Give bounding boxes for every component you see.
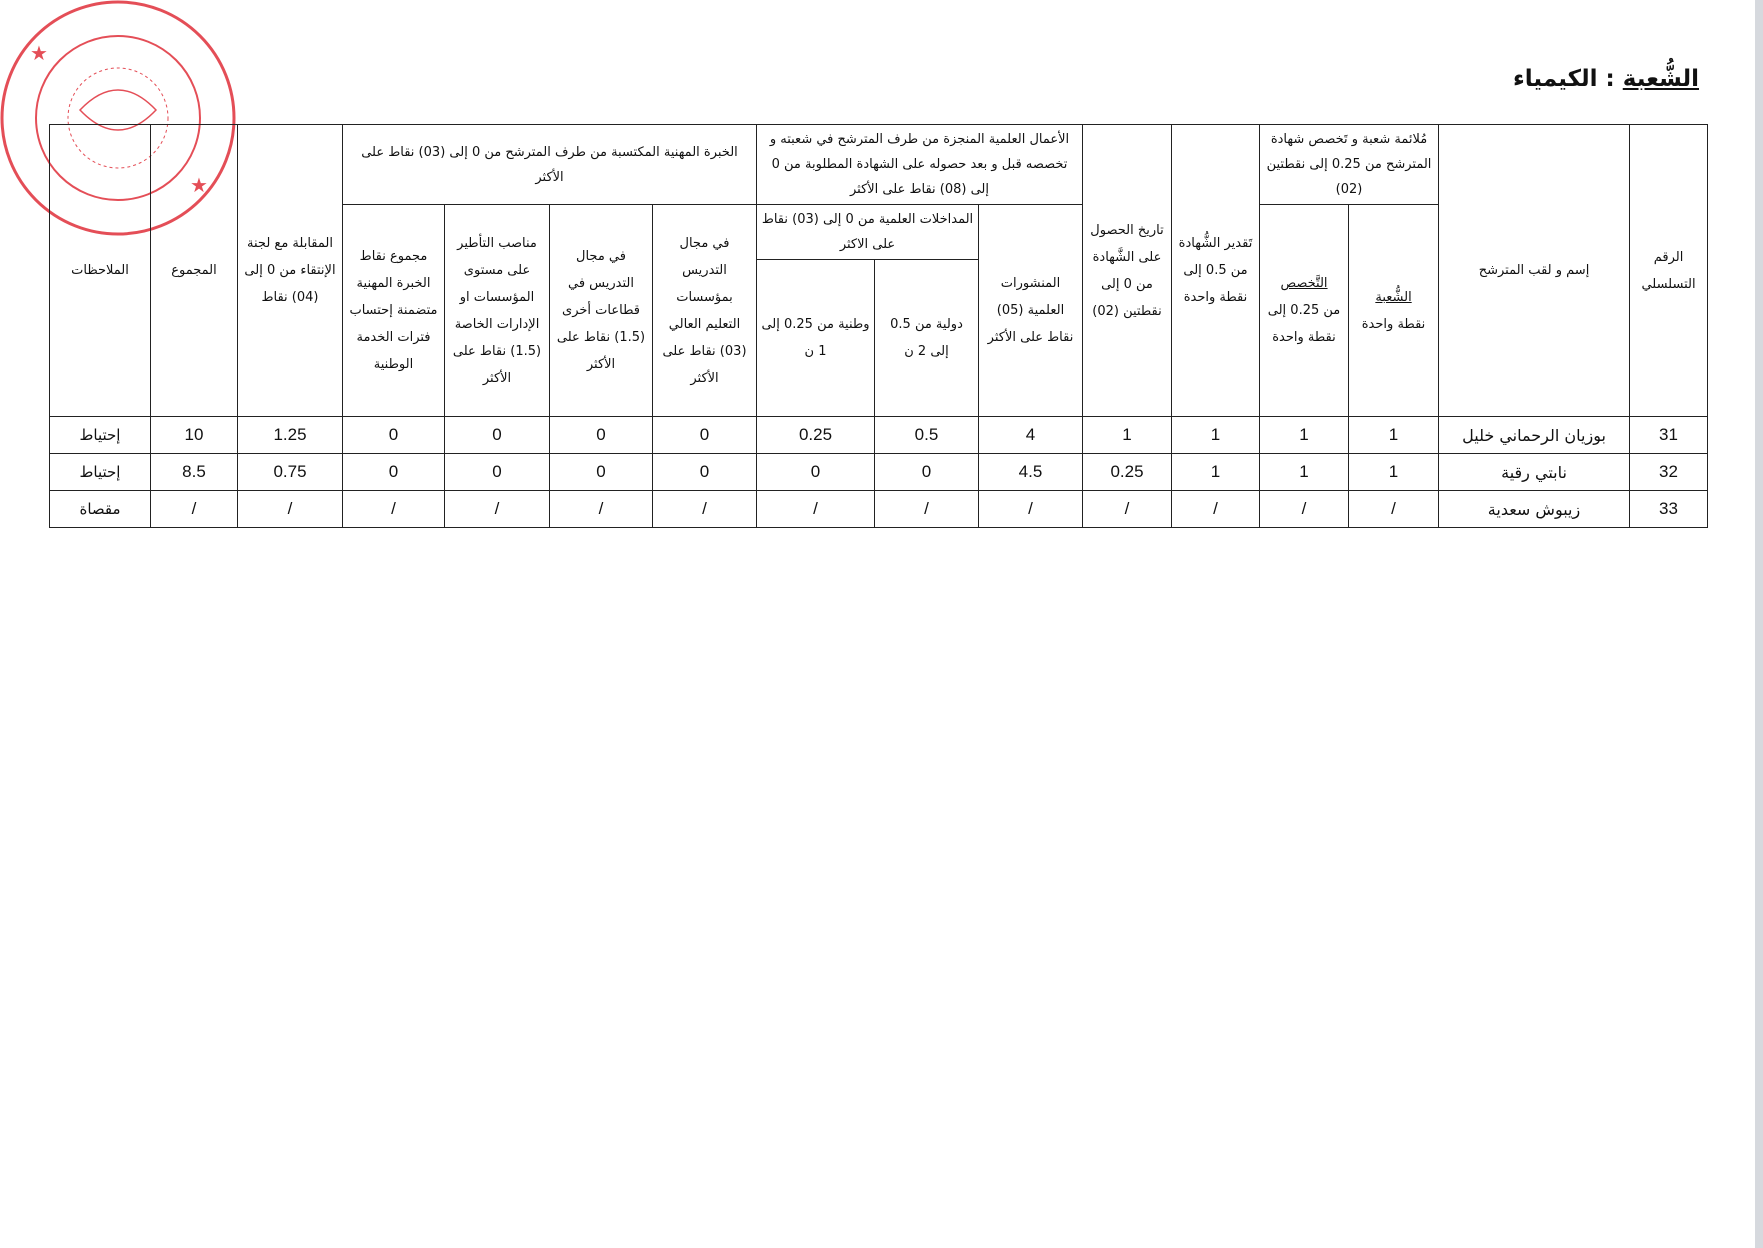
cell-total: 8.5 [150,453,238,491]
cell-national: 0.25 [756,416,875,454]
header-experience-group: الخبرة المهنية المكتسبة من طرف المترشح م… [342,124,757,205]
table-row: 32 نابتي رقية 1 1 1 0.25 4.5 0 0 0 0 0 0 0.75 8.5 إحتيا… [49,453,1709,491]
header-exp-higher-ed: في مجال التدريس بمؤسسات التعليم العالي (… [652,204,757,417]
header-name: إسم و لقب المترشح [1438,124,1631,417]
title-value: الكيمياء [1513,66,1598,92]
candidates-table: الرقم التسلسلي إسم و لقب المترشح مُلائمة… [49,124,1709,528]
fit-branch-title: الشُّعبة [1375,289,1412,305]
cell-name: بوزيان الرحماني خليل [1438,416,1631,454]
cell-exp-other: 0 [549,453,653,491]
cell-exp-management: 0 [444,416,550,454]
cell-national: 0 [756,453,875,491]
cell-notes: مقصاة [49,490,151,528]
cell-interview: 1.25 [237,416,343,454]
cell-notes: إحتياط [49,453,151,491]
header-exp-other: في مجال التدريس في قطاعات أخرى (1.5) نقا… [549,204,653,417]
scrollbar[interactable] [1755,0,1763,1248]
cell-fit-branch: / [1348,490,1440,528]
title-separator: : [1597,66,1623,92]
cell-date: / [1082,490,1172,528]
header-serial: الرقم التسلسلي [1629,124,1709,417]
header-fit-branch: الشُّعبة نقطة واحدة [1348,204,1440,417]
cell-total: 10 [150,416,238,454]
header-interview: المقابلة مع لجنة الإنتقاء من 0 إلى (04) … [237,124,343,417]
title-label: الشُّعبة [1622,66,1699,92]
header-fit-spec: التَّخصص من 0.25 إلى نقطة واحدة [1258,204,1350,417]
header-date: تاريخ الحصول على الشَّهادة من 0 إلى نقطت… [1082,124,1172,417]
cell-fit-branch: 1 [1348,453,1440,491]
cell-exp-other: / [549,490,653,528]
cell-fit-spec: 1 [1258,416,1350,454]
cell-exp-higher-ed: 0 [652,416,757,454]
cell-serial: 32 [1629,453,1709,491]
cell-exp-management: / [444,490,550,528]
cell-fit-spec: / [1258,490,1350,528]
cell-publications: 4 [978,416,1083,454]
cell-exp-higher-ed: / [652,490,757,528]
header-international: دولية من 0.5 إلى 2 ن [874,259,979,417]
header-publications: المنشورات العلمية (05) نقاط على الأكثر [978,204,1083,417]
header-grade: تَقدير الشُّهادة من 0.5 إلى نقطة واحدة [1171,124,1260,417]
cell-fit-branch: 1 [1348,416,1440,454]
header-national: وطنية من 0.25 إلى 1 ن [756,259,875,417]
cell-serial: 33 [1629,490,1709,528]
cell-fit-spec: 1 [1258,453,1350,491]
header-exp-total: مجموع نقاط الخبرة المهنية متضمنة إحتساب … [342,204,445,417]
cell-exp-total: 0 [342,453,445,491]
cell-national: / [756,490,875,528]
cell-exp-other: 0 [549,416,653,454]
cell-date: 0.25 [1082,453,1172,491]
cell-publications: / [978,490,1083,528]
cell-international: 0 [874,453,979,491]
header-interventions: المداخلات العلمية من 0 إلى (03) نقاط على… [756,204,979,260]
cell-notes: إحتياط [49,416,151,454]
table-row: 31 بوزيان الرحماني خليل 1 1 1 1 4 0.5 0.25 0 0 0 0 1.… [49,416,1709,454]
header-exp-management: مناصب التأطير على مستوى المؤسسات او الإد… [444,204,550,417]
cell-grade: / [1171,490,1260,528]
cell-interview: 0.75 [237,453,343,491]
fit-spec-range: من 0.25 إلى نقطة واحدة [1267,303,1341,345]
cell-name: زيبوش سعدية [1438,490,1631,528]
cell-publications: 4.5 [978,453,1083,491]
cell-interview: / [237,490,343,528]
header-fit-group: مُلائمة شعبة و تَخصص شهادة المترشح من 0.… [1258,124,1440,205]
cell-exp-total: 0 [342,416,445,454]
cell-international: / [874,490,979,528]
cell-exp-total: / [342,490,445,528]
header-total: المجموع [150,124,238,417]
cell-exp-higher-ed: 0 [652,453,757,491]
cell-date: 1 [1082,416,1172,454]
fit-spec-title: التَّخصص [1280,276,1328,291]
cell-total: / [150,490,238,528]
page-title: الشُّعبة : الكيمياء [1513,66,1699,92]
cell-grade: 1 [1171,453,1260,491]
table-row: 33 زيبوش سعدية / / / / / / / / / / / / / مقصاة [49,490,1709,528]
header-works-group: الأعمال العلمية المنجزة من طرف المترشح ف… [756,124,1083,205]
cell-name: نابتي رقية [1438,453,1631,491]
svg-text:★: ★ [30,41,48,65]
cell-international: 0.5 [874,416,979,454]
header-notes: الملاحظات [49,124,151,417]
fit-branch-range: نقطة واحدة [1361,316,1426,332]
cell-exp-management: 0 [444,453,550,491]
cell-grade: 1 [1171,416,1260,454]
cell-serial: 31 [1629,416,1709,454]
